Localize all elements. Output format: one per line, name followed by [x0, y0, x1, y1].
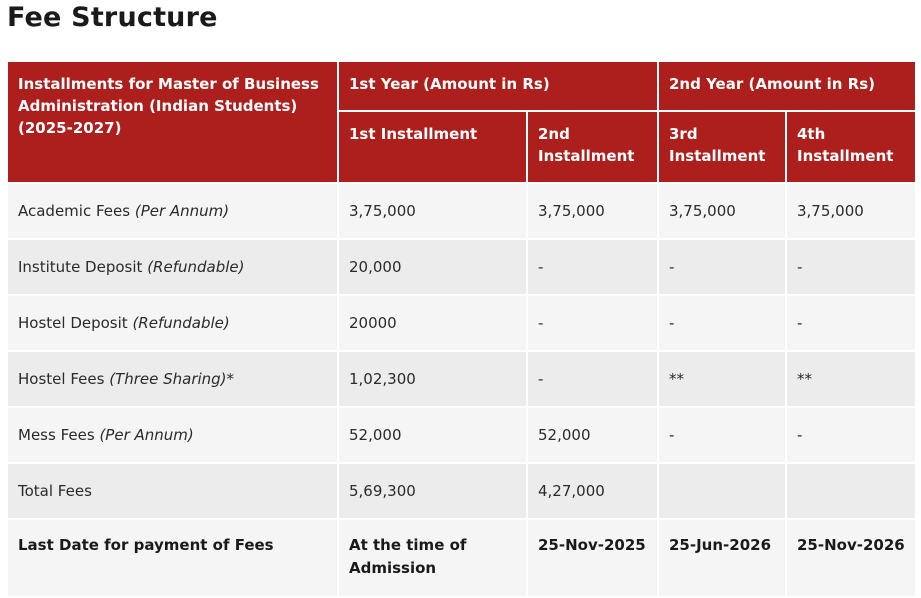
table-row: Total Fees 5,69,300 4,27,000	[8, 462, 916, 520]
table-cell: 52,000	[337, 406, 528, 464]
year-header-1: 1st Year (Amount in Rs)	[337, 62, 659, 112]
row-label: Hostel Fees (Three Sharing)*	[8, 350, 339, 408]
table-cell: 5,69,300	[337, 462, 528, 520]
table-row: Hostel Deposit (Refundable) 20000 - - -	[8, 294, 916, 352]
table-cell: -	[657, 238, 787, 296]
table-cell	[784, 462, 916, 520]
table-cell: -	[657, 406, 787, 464]
table-cell: -	[784, 294, 916, 352]
table-cell: 4,27,000	[526, 462, 659, 520]
table-cell: 3,75,000	[526, 182, 659, 240]
table-cell: -	[526, 294, 659, 352]
table-cell: **	[657, 350, 787, 408]
table-cell: 25-Nov-2026	[784, 518, 916, 598]
row-label: Mess Fees (Per Annum)	[8, 406, 339, 464]
table-cell: 3,75,000	[657, 182, 787, 240]
corner-header: Installments for Master of Business Admi…	[8, 62, 339, 184]
table-cell: -	[784, 406, 916, 464]
table-cell: 3,75,000	[784, 182, 916, 240]
row-label: Institute Deposit (Refundable)	[8, 238, 339, 296]
table-row-last-date: Last Date for payment of Fees At the tim…	[8, 518, 916, 598]
installment-header-3: 3rd Installment	[657, 111, 787, 184]
table-cell: 3,75,000	[337, 182, 528, 240]
table-cell: -	[784, 238, 916, 296]
table-cell: -	[526, 350, 659, 408]
installment-header-4: 4th Installment	[784, 111, 916, 184]
table-row: Mess Fees (Per Annum) 52,000 52,000 - -	[8, 406, 916, 464]
table-cell: **	[784, 350, 916, 408]
row-label: Total Fees	[8, 462, 339, 520]
row-label: Hostel Deposit (Refundable)	[8, 294, 339, 352]
table-cell: 20,000	[337, 238, 528, 296]
table-cell: 20000	[337, 294, 528, 352]
row-label: Last Date for payment of Fees	[8, 518, 339, 598]
installment-header-1: 1st Installment	[337, 111, 528, 184]
table-cell: 25-Nov-2025	[526, 518, 659, 598]
table-cell: 52,000	[526, 406, 659, 464]
table-cell	[657, 462, 787, 520]
table-row: Hostel Fees (Three Sharing)* 1,02,300 - …	[8, 350, 916, 408]
page-title: Fee Structure	[7, 2, 218, 33]
row-label: Academic Fees (Per Annum)	[8, 182, 339, 240]
fee-structure-table: Installments for Master of Business Admi…	[8, 62, 916, 598]
table-row: Academic Fees (Per Annum) 3,75,000 3,75,…	[8, 182, 916, 240]
table-row: Institute Deposit (Refundable) 20,000 - …	[8, 238, 916, 296]
installment-header-2: 2nd Installment	[526, 111, 659, 184]
table-cell: -	[657, 294, 787, 352]
table-cell: At the time of Admission	[337, 518, 528, 598]
table-cell: 25-Jun-2026	[657, 518, 787, 598]
table-cell: 1,02,300	[337, 350, 528, 408]
year-header-2: 2nd Year (Amount in Rs)	[656, 62, 916, 112]
table-cell: -	[526, 238, 659, 296]
